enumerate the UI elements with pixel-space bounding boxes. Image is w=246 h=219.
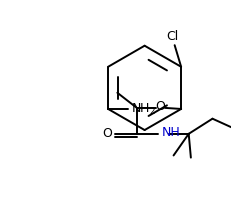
Text: Cl: Cl: [166, 30, 179, 42]
Text: O: O: [156, 100, 166, 113]
Text: NH: NH: [162, 126, 180, 139]
Text: NH$_2$: NH$_2$: [131, 101, 156, 117]
Text: O: O: [102, 127, 112, 140]
